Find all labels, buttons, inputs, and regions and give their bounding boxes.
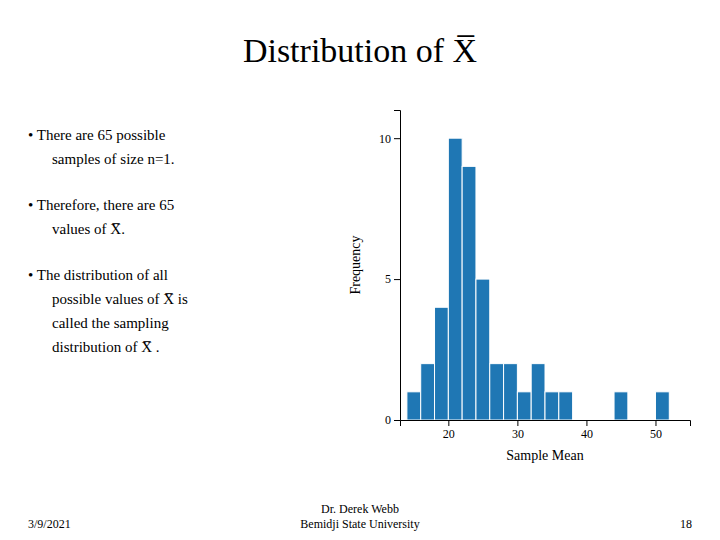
- tick: 50: [650, 420, 662, 441]
- bar: [559, 392, 573, 420]
- plot: 20 30 40 50 0 5 10 Sample Mean Frequency: [348, 111, 691, 464]
- bar: [490, 364, 504, 420]
- chart: Distribution of X̅ • There are 65 possibl…: [0, 0, 720, 540]
- x-axis: 20 30 40 50: [401, 420, 691, 441]
- bar: [545, 392, 559, 420]
- bar: [586, 420, 600, 421]
- annotation: • There are 65 possible: [28, 127, 166, 143]
- tick-mark: [394, 279, 400, 280]
- y-axis: 0 5 10: [379, 111, 401, 428]
- title: Distribution of X̅: [243, 32, 477, 69]
- axis-line: [394, 111, 401, 421]
- tick-label: 0: [385, 413, 391, 427]
- annotation: called the sampling: [52, 315, 169, 331]
- tick-label: 10: [379, 132, 391, 146]
- bar: [448, 138, 462, 420]
- bar: [407, 392, 421, 420]
- tick-mark: [586, 420, 587, 426]
- annotation: samples of size n=1.: [52, 151, 175, 167]
- tick-label: 5: [385, 272, 391, 286]
- bar: [655, 392, 669, 420]
- footer: 3/9/2021: [28, 517, 71, 531]
- footer: Bemidji State University: [300, 517, 419, 531]
- annotation: possible values of X̅ is: [52, 291, 188, 307]
- tick: 30: [512, 420, 524, 441]
- y-axis-title: Frequency: [348, 235, 363, 294]
- tick: 20: [443, 420, 455, 441]
- bar: [642, 420, 656, 421]
- tick-label: 20: [443, 427, 455, 441]
- bar: [628, 420, 642, 421]
- x-axis-title: Sample Mean: [506, 448, 583, 463]
- bar: [435, 307, 449, 420]
- tick-mark: [655, 420, 656, 426]
- annotation: • Therefore, there are 65: [28, 197, 174, 213]
- footer: 18: [680, 517, 692, 531]
- annotation: values of X̅.: [52, 221, 125, 237]
- tick-label: 30: [512, 427, 524, 441]
- bar: [504, 364, 518, 420]
- bar: [421, 364, 435, 420]
- tick-mark: [394, 420, 400, 421]
- bar: [476, 279, 490, 420]
- bar: [462, 166, 476, 420]
- bar: [573, 420, 587, 421]
- tick-mark: [517, 420, 518, 426]
- footer: Dr. Derek Webb: [321, 502, 399, 516]
- tick-mark: [448, 420, 449, 426]
- bar: [614, 392, 628, 420]
- bars: [407, 138, 669, 420]
- tick-mark: [394, 138, 400, 139]
- bar: [600, 420, 614, 421]
- tick: 40: [581, 420, 593, 441]
- tick: 5: [385, 272, 400, 286]
- bar: [517, 392, 531, 420]
- bar: [531, 364, 545, 420]
- tick: 10: [379, 132, 400, 146]
- annotation: distribution of X̅ .: [52, 339, 160, 355]
- annotation: • The distribution of all: [28, 267, 168, 283]
- tick: 0: [385, 413, 400, 427]
- tick-label: 40: [581, 427, 593, 441]
- tick-label: 50: [650, 427, 662, 441]
- axis-line: [401, 421, 691, 427]
